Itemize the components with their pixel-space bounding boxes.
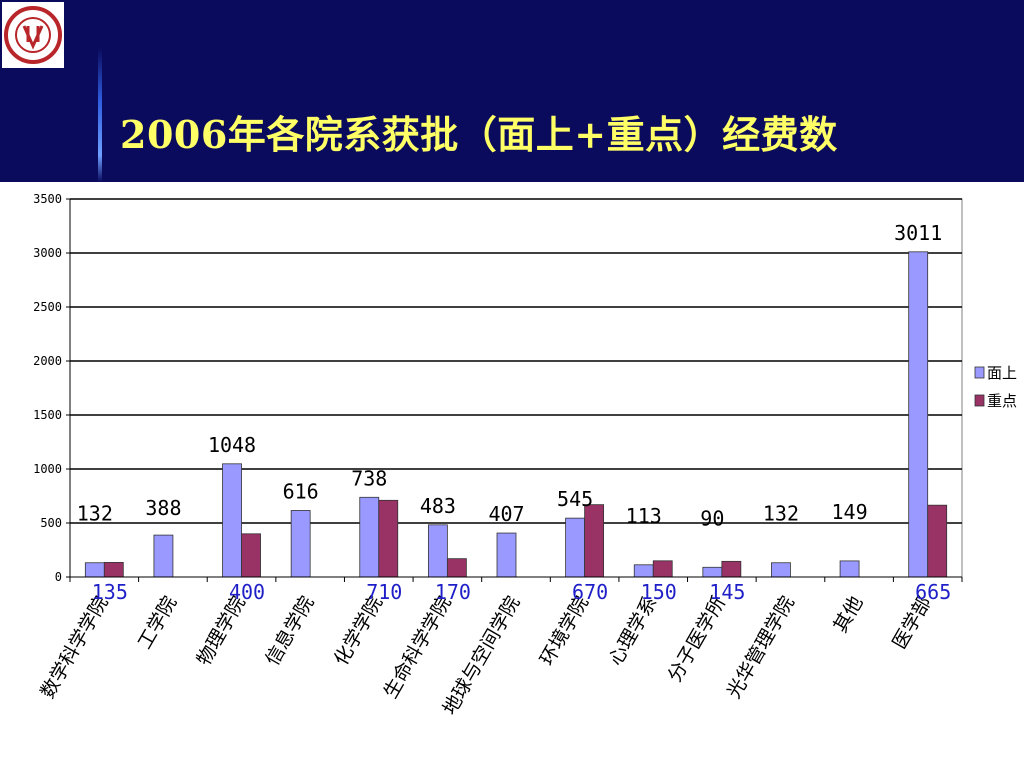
bar-zhongdian bbox=[241, 533, 261, 578]
bar-zhongdian bbox=[721, 560, 742, 578]
bar-mianshang bbox=[908, 251, 929, 578]
y-tick-label: 2500 bbox=[33, 300, 62, 314]
peking-university-seal-icon bbox=[4, 6, 62, 64]
category-label: 地球与空间学院 bbox=[439, 593, 525, 719]
y-tick-label: 1000 bbox=[33, 462, 62, 476]
logo bbox=[2, 2, 64, 68]
category-label: 光华管理学院 bbox=[723, 593, 799, 703]
data-label-mianshang: 90 bbox=[700, 506, 724, 530]
data-label-zhongdian: 710 bbox=[366, 580, 402, 604]
data-label-mianshang: 738 bbox=[351, 466, 387, 490]
legend-swatch bbox=[974, 394, 985, 407]
bar-mianshang bbox=[565, 517, 586, 578]
y-tick-label: 3500 bbox=[33, 192, 62, 206]
category-label: 分子医学所 bbox=[664, 593, 731, 686]
data-label-mianshang: 483 bbox=[420, 494, 456, 518]
y-tick-label: 0 bbox=[55, 570, 62, 584]
y-tick-label: 3000 bbox=[33, 246, 62, 260]
category-label: 生命科学学院 bbox=[380, 593, 456, 703]
bar-mianshang bbox=[84, 562, 105, 578]
bar-mianshang bbox=[359, 496, 380, 578]
bar-zhongdian bbox=[446, 558, 467, 578]
data-label-zhongdian: 145 bbox=[709, 580, 745, 604]
bar-mianshang bbox=[633, 564, 654, 578]
bar-mianshang bbox=[771, 562, 791, 578]
bar-mianshang bbox=[290, 510, 311, 578]
data-label-mianshang: 1048 bbox=[208, 433, 256, 457]
bar-zhongdian bbox=[652, 560, 673, 578]
legend-label: 重点 bbox=[987, 392, 1017, 410]
bar-mianshang bbox=[702, 566, 723, 578]
data-label-mianshang: 132 bbox=[77, 502, 113, 526]
data-label-mianshang: 3011 bbox=[894, 221, 942, 245]
bar-zhongdian bbox=[103, 562, 124, 578]
y-tick-label: 500 bbox=[40, 516, 62, 530]
bar-mianshang bbox=[427, 524, 448, 578]
category-label: 心理学系 bbox=[605, 593, 662, 670]
data-label-zhongdian: 400 bbox=[229, 580, 265, 604]
data-label-mianshang: 407 bbox=[488, 502, 524, 526]
data-label-mianshang: 545 bbox=[557, 487, 593, 511]
bar-mianshang bbox=[222, 463, 242, 578]
data-label-zhongdian: 665 bbox=[915, 580, 951, 604]
slide-title: 2006年各院系获批（面上+重点）经费数 bbox=[120, 112, 838, 157]
bar-mianshang bbox=[153, 534, 174, 578]
data-label-zhongdian: 170 bbox=[435, 580, 471, 604]
category-label: 数学科学学院 bbox=[37, 593, 113, 703]
category-label: 其他 bbox=[829, 593, 867, 637]
category-label: 信息学院 bbox=[261, 593, 318, 670]
category-label: 化学学院 bbox=[330, 593, 387, 670]
y-tick-label: 1500 bbox=[33, 408, 62, 422]
bar-chart: 0 500 1000 1500 2000 2500 3000 3500 数学科学学院 工学院 物理… bbox=[33, 192, 1017, 719]
data-label-zhongdian: 135 bbox=[92, 580, 128, 604]
bar-zhongdian bbox=[378, 499, 399, 578]
data-label-zhongdian: 670 bbox=[572, 580, 608, 604]
data-label-mianshang: 132 bbox=[763, 502, 799, 526]
bar-zhongdian bbox=[584, 504, 605, 578]
bar-mianshang bbox=[496, 532, 517, 578]
bar-zhongdian bbox=[927, 504, 948, 578]
data-label-mianshang: 616 bbox=[283, 479, 319, 503]
accent-divider-line bbox=[98, 48, 102, 182]
data-label-mianshang: 149 bbox=[832, 500, 868, 524]
data-label-mianshang: 113 bbox=[626, 504, 662, 528]
category-label: 环境学院 bbox=[536, 593, 593, 670]
data-label-zhongdian: 150 bbox=[641, 580, 677, 604]
bar-mianshang bbox=[839, 560, 860, 578]
category-label: 物理学院 bbox=[193, 593, 250, 670]
y-tick-label: 2000 bbox=[33, 354, 62, 368]
legend-label: 面上 bbox=[987, 364, 1017, 382]
legend-swatch bbox=[974, 366, 985, 379]
data-label-mianshang: 388 bbox=[145, 496, 181, 520]
category-label: 工学院 bbox=[134, 593, 182, 653]
